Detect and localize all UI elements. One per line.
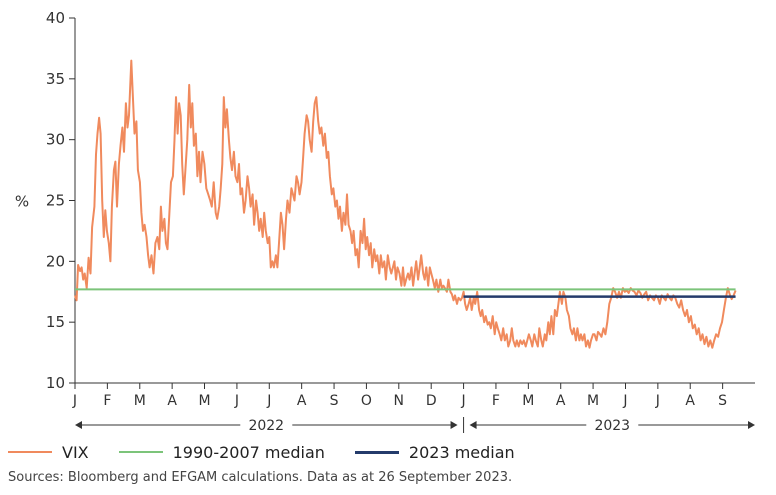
x-tick-label: A (685, 393, 695, 409)
x-tick-label: J (622, 393, 627, 409)
year-label: 2023 (594, 418, 630, 434)
legend-label-vix: VIX (62, 442, 89, 462)
year-label: 2022 (248, 418, 284, 434)
x-tick-label: S (718, 393, 727, 409)
x-tick-label: J (461, 393, 466, 409)
legend: VIX 1990-2007 median 2023 median (8, 440, 545, 464)
y-tick-label: 30 (46, 131, 65, 149)
y-tick-label: 25 (46, 192, 65, 210)
legend-label-2023-median: 2023 median (408, 442, 515, 462)
y-tick-label: 35 (46, 70, 65, 88)
x-tick-label: D (426, 393, 437, 409)
x-tick-label: J (655, 393, 660, 409)
source-note: Sources: Bloomberg and EFGAM calculation… (8, 470, 513, 485)
legend-item-vix: VIX (8, 443, 89, 462)
year-arrow-right (450, 421, 458, 429)
y-tick-label: 10 (46, 374, 65, 392)
x-tick-label: F (492, 393, 500, 409)
x-tick-label: A (297, 393, 307, 409)
x-tick-label: O (361, 393, 372, 409)
x-tick-label: N (394, 393, 404, 409)
year-arrow-right (748, 421, 755, 429)
x-tick-label: F (103, 393, 111, 409)
y-tick-label: 15 (46, 313, 65, 331)
legend-swatch-vix (8, 451, 52, 453)
x-tick-label: M (522, 393, 534, 409)
legend-item-1990-2007-median: 1990-2007 median (118, 442, 325, 462)
y-axis-label: % (15, 193, 29, 211)
x-tick-label: J (266, 393, 271, 409)
x-tick-label: J (72, 393, 77, 409)
vix-line (74, 59, 737, 349)
year-arrow-left (469, 421, 477, 429)
legend-item-2023-median: 2023 median (354, 442, 515, 462)
x-tick-label: J (234, 393, 239, 409)
x-tick-label: A (167, 393, 177, 409)
chart: 10 15 20 25 30 35 40% J F M A M J J A S O N D J F M A M J J A S 2022… (15, 9, 755, 434)
y-tick-label: 20 (46, 252, 65, 270)
y-tick-label: 40 (46, 9, 65, 27)
x-tick-label: M (198, 393, 210, 409)
year-arrow-left (75, 421, 82, 429)
x-tick-label: M (587, 393, 599, 409)
legend-swatch-1990-2007-median (118, 451, 163, 453)
x-tick-label: M (134, 393, 146, 409)
legend-swatch-2023-median (354, 450, 399, 454)
x-tick-label: S (330, 393, 339, 409)
legend-label-1990-2007-median: 1990-2007 median (172, 442, 325, 462)
x-tick-label: A (556, 393, 566, 409)
